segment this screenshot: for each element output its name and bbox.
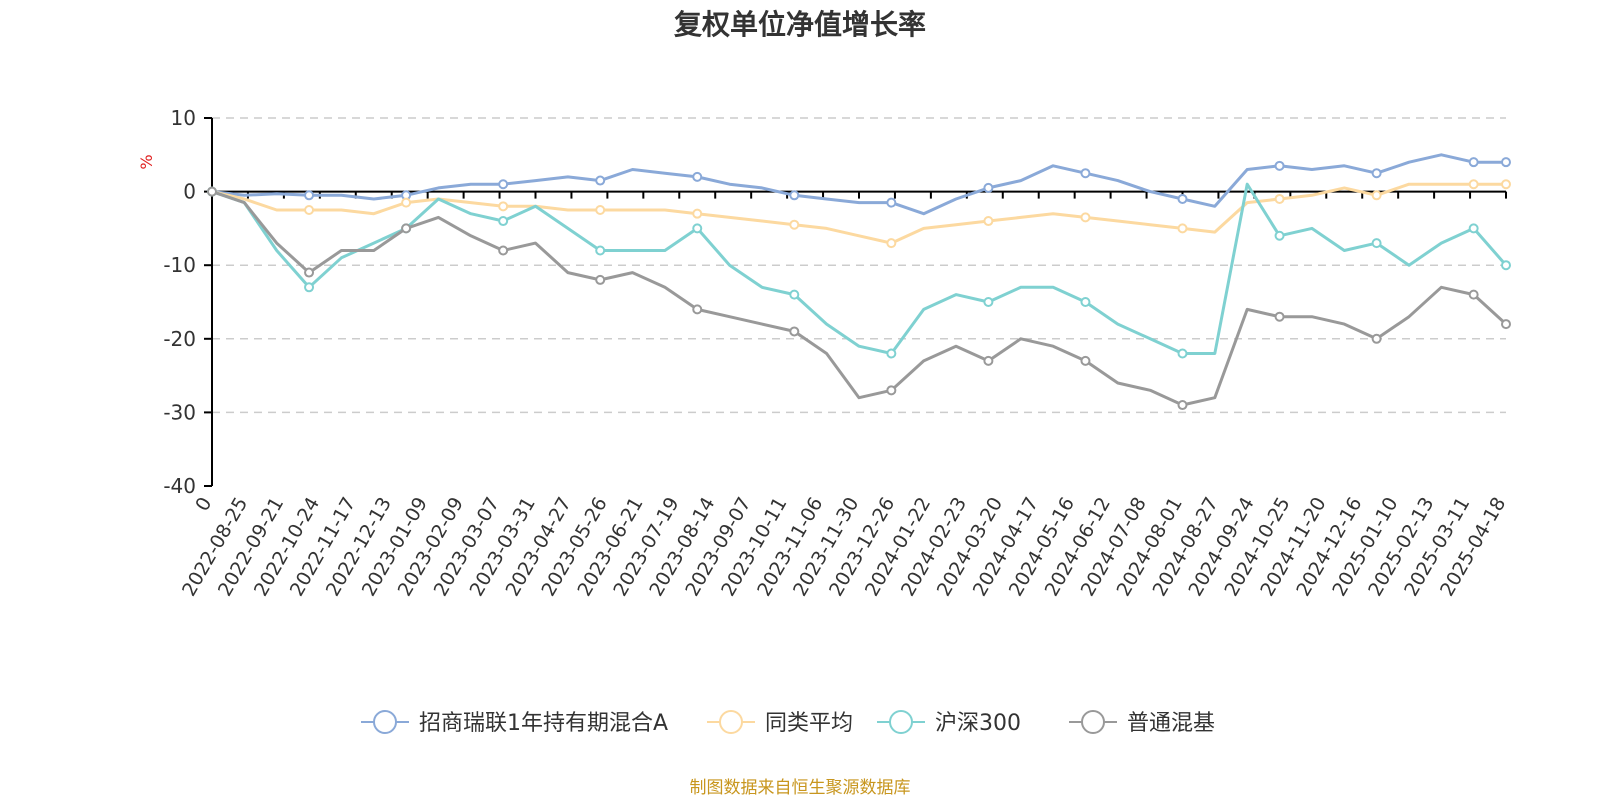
series-point <box>886 385 897 396</box>
series-point <box>983 355 994 366</box>
series-point <box>1080 355 1091 366</box>
series-line-3 <box>211 190 1508 407</box>
series-point <box>1501 157 1511 168</box>
legend-label: 沪深300 <box>935 711 1021 736</box>
series-point <box>1468 289 1479 300</box>
series-point <box>789 190 800 201</box>
series-point <box>1177 223 1188 234</box>
y-tick-label: -40 <box>163 474 196 498</box>
series-point <box>1274 193 1285 204</box>
series-point <box>595 245 606 256</box>
series-point <box>983 297 994 307</box>
legend-label: 同类平均 <box>765 711 853 736</box>
series-point <box>1371 238 1382 249</box>
series-point <box>1177 348 1188 359</box>
series-point <box>692 223 703 234</box>
series-point <box>1080 168 1091 179</box>
series-point <box>498 216 509 227</box>
series-point <box>1274 160 1285 171</box>
series-point <box>692 171 703 182</box>
series-point <box>1080 297 1091 307</box>
series-point <box>1468 157 1479 168</box>
series-point <box>789 289 800 300</box>
chart-title: 复权单位净值增长率 <box>674 8 926 41</box>
legend-label: 招商瑞联1年持有期混合A <box>419 711 668 736</box>
legend: 招商瑞联1年持有期混合A 同类平均 沪深300 普通混基 <box>361 710 1215 736</box>
series-point <box>983 216 994 227</box>
series-point <box>886 197 897 208</box>
grid-lines <box>212 117 1506 414</box>
series-point <box>1080 212 1091 223</box>
series-point <box>1274 311 1285 322</box>
series-point <box>207 186 217 197</box>
x-tick-label: 0 <box>191 494 216 515</box>
series-lines <box>207 153 1511 411</box>
series-point <box>1177 400 1188 411</box>
series-point <box>983 182 994 193</box>
series-line-0 <box>211 153 1506 216</box>
series-point <box>401 197 412 208</box>
series-point <box>595 274 606 285</box>
series-point <box>1501 260 1511 271</box>
legend-marker <box>373 710 397 734</box>
series-point <box>304 205 315 215</box>
series-point <box>1177 193 1188 204</box>
series-point <box>789 219 800 230</box>
legend-marker <box>719 710 743 734</box>
series-point <box>1371 168 1382 179</box>
source-note: 制图数据来自恒生聚源数据库 <box>690 778 911 798</box>
y-tick-label: -20 <box>163 327 196 351</box>
series-point <box>498 245 509 256</box>
series-point <box>304 282 315 293</box>
series-point <box>692 304 703 315</box>
series-point <box>498 179 509 190</box>
series-point <box>401 223 412 234</box>
legend-marker <box>889 710 913 734</box>
y-tick-label: 10 <box>171 106 196 130</box>
y-tick-label: -10 <box>163 253 196 277</box>
y-axis-unit: % <box>137 154 156 169</box>
series-point <box>1501 179 1511 190</box>
series-point <box>595 175 606 186</box>
series-point <box>1371 333 1382 344</box>
series-point <box>1468 179 1479 190</box>
series-point <box>886 238 897 249</box>
y-axis-ticks: 10 0 -10 -20 -30 -40 <box>163 106 1506 498</box>
series-line-1 <box>211 182 1506 245</box>
series-point <box>1274 230 1285 241</box>
series-point <box>886 348 897 359</box>
series-point <box>498 201 509 212</box>
series-point <box>789 326 800 337</box>
legend-label: 普通混基 <box>1127 711 1215 736</box>
series-line-2 <box>211 182 1508 355</box>
x-axis-ticks: 02022-08-252022-09-212022-10-242022-11-1… <box>178 191 1510 600</box>
series-point <box>595 205 606 215</box>
y-tick-label: -30 <box>163 400 196 424</box>
series-point <box>1501 319 1511 330</box>
series-point <box>692 208 703 219</box>
y-tick-label: 0 <box>183 180 196 204</box>
legend-marker <box>1081 710 1105 734</box>
series-point <box>1371 190 1382 201</box>
series-point <box>304 190 315 201</box>
series-point <box>1468 223 1479 234</box>
series-point <box>304 267 315 278</box>
